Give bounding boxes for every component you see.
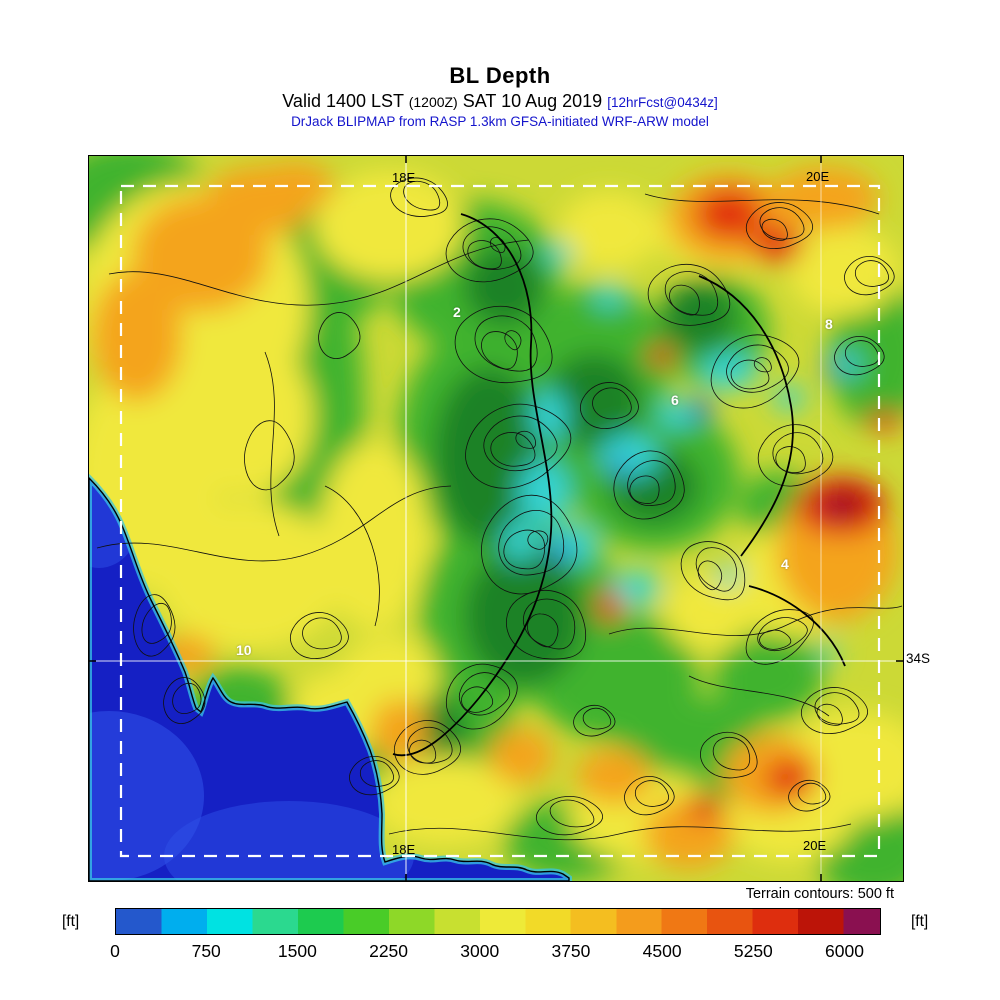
colorbar-unit-left: [ft]: [62, 913, 80, 930]
colorbar-tick-label: 5250: [733, 941, 773, 961]
colorbar-tick-label: 3750: [551, 941, 591, 961]
colorbar-tick-label: 750: [191, 941, 221, 961]
frame-tick-marks: [89, 156, 903, 881]
site-label-6: 6: [671, 392, 679, 408]
colorbar-tick-label: 3000: [460, 941, 500, 961]
bl-depth-color-field: [89, 156, 903, 881]
meridian-label-20e-bottom: 20E: [803, 838, 827, 853]
meridian-label-20e-top: 20E: [806, 169, 830, 184]
site-label-8: 8: [825, 316, 833, 332]
colorbar-gradient: [115, 908, 881, 935]
colorbar-unit-right: [ft]: [911, 913, 929, 930]
inner-domain-dashed-boundary: [119, 184, 881, 858]
terrain-contour-lines: [96, 171, 903, 841]
site-label-4: 4: [781, 556, 789, 572]
bl-depth-map-art: [89, 156, 903, 881]
graticule: [89, 156, 903, 881]
colorbar-ticks: 0 750 1500 2250 3000 3750 4500 5250 6000: [110, 941, 881, 965]
site-label-2: 2: [453, 304, 461, 320]
terrain-contours-note: Terrain contours: 500 ft: [745, 886, 894, 902]
valid-time: Valid 1400 LST: [282, 91, 404, 111]
parallel-label-34s: 34S: [906, 651, 931, 666]
colorbar-tick-label: 1500: [277, 941, 317, 961]
colorbar-tick-label: 0: [110, 941, 120, 961]
meridian-label-18e-bottom: 18E: [392, 842, 416, 857]
model-description-line: DrJack BLIPMAP from RASP 1.3km GFSA-init…: [291, 114, 709, 129]
valid-zulu-time: (1200Z): [408, 94, 458, 110]
colorbar-tick-label: 6000: [825, 941, 864, 961]
valid-date: SAT 10 Aug 2019: [462, 91, 603, 111]
forecast-init-info: [12hrFcst@0434z]: [607, 95, 718, 110]
valid-time-line: Valid 1400 LST (1200Z) SAT 10 Aug 2019 […: [0, 91, 1000, 112]
colorbar-tick-label: 2250: [369, 941, 409, 961]
meridian-label-18e-top: 18E: [392, 170, 416, 185]
colorbar-tick-label: 4500: [642, 941, 682, 961]
map-frame: 18E 20E 18E 20E 2 8 6 4 10: [88, 155, 904, 882]
page-title: BL Depth: [449, 63, 551, 88]
terrain-contour-thick: [392, 213, 846, 757]
site-label-10: 10: [236, 642, 252, 658]
